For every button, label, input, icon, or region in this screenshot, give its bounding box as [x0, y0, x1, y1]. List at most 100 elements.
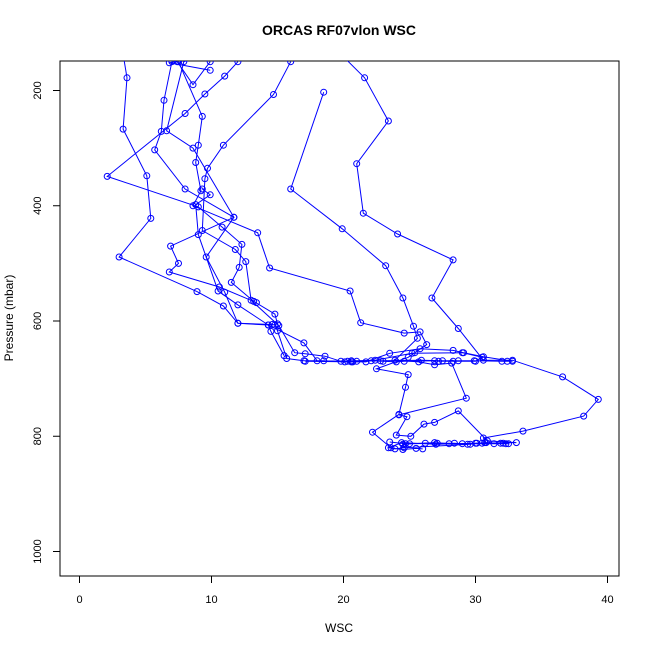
data-point [234, 301, 242, 309]
data-point [373, 365, 380, 373]
y-tick-label: 600 [32, 312, 44, 330]
data-point [266, 264, 274, 272]
data-point [505, 440, 512, 448]
data-point [503, 357, 511, 365]
data-point [399, 446, 407, 453]
y-tick-label: 800 [32, 427, 44, 445]
plot-area [103, 27, 602, 453]
data-point [194, 203, 202, 211]
data-point [454, 357, 462, 365]
data-point [287, 61, 295, 66]
data-point [201, 175, 209, 183]
y-tick-label: 1000 [32, 539, 44, 563]
data-point [407, 432, 415, 440]
data-point [449, 346, 457, 354]
data-point [218, 223, 226, 231]
data-point [181, 185, 189, 193]
series-line [154, 61, 285, 356]
series-line [118, 61, 484, 363]
x-tick-label: 20 [337, 594, 349, 606]
data-point [157, 127, 165, 135]
data-point [234, 319, 242, 327]
data-point [357, 319, 365, 327]
data-point [252, 299, 260, 307]
x-axis: 0 10 20 30 40 [76, 575, 614, 606]
series-2 [151, 61, 288, 360]
data-point [198, 185, 206, 193]
data-point [287, 185, 295, 193]
data-point [194, 141, 202, 149]
chart-title: ORCAS RF07vlon WSC [262, 22, 416, 38]
data-point [313, 357, 321, 365]
data-point [479, 356, 487, 364]
x-tick-label: 10 [205, 594, 217, 606]
data-point [512, 439, 520, 447]
data-point [399, 294, 407, 302]
data-point [399, 440, 407, 448]
data-point [291, 349, 299, 357]
data-point [320, 88, 328, 96]
data-point [337, 357, 345, 365]
data-point [227, 278, 235, 286]
data-point [103, 172, 111, 180]
data-point [206, 61, 214, 66]
data-point [116, 27, 122, 33]
data-point [165, 268, 173, 276]
series-5 [198, 61, 516, 366]
data-point [189, 144, 197, 152]
data-point [502, 440, 510, 448]
data-point [206, 191, 214, 199]
data-point [413, 334, 421, 342]
data-point [167, 242, 175, 250]
series-line [166, 61, 257, 304]
data-point [403, 413, 411, 421]
data-point [198, 112, 206, 120]
data-point [454, 407, 462, 415]
data-point [160, 96, 168, 104]
data-point [466, 440, 474, 448]
data-point [246, 41, 252, 47]
data-point [147, 214, 155, 222]
data-point [349, 358, 357, 366]
data-point [151, 146, 159, 154]
data-point [201, 90, 209, 98]
data-point [119, 125, 127, 133]
data-point [242, 258, 250, 266]
data-point [406, 440, 413, 448]
series-8 [163, 41, 260, 307]
x-tick-label: 0 [76, 594, 82, 606]
data-point [594, 395, 602, 403]
data-point [264, 321, 272, 329]
data-point [431, 439, 439, 447]
data-point [180, 61, 188, 66]
data-point [206, 66, 214, 74]
data-point [416, 345, 424, 353]
x-tick-label: 40 [601, 594, 613, 606]
data-point [181, 110, 189, 117]
data-point [433, 439, 441, 447]
data-point [347, 357, 355, 365]
data-point [371, 356, 379, 364]
data-point [386, 349, 394, 357]
data-point [415, 358, 423, 366]
data-point [395, 411, 403, 419]
data-point [420, 420, 428, 428]
data-point [580, 412, 588, 420]
data-point [377, 357, 384, 365]
data-point [402, 383, 409, 391]
data-point [483, 437, 491, 445]
data-point [301, 350, 309, 358]
x-axis-label: WSC [325, 621, 353, 635]
data-point [238, 240, 246, 248]
data-point [432, 440, 440, 448]
data-point [219, 141, 227, 149]
data-point [423, 341, 431, 349]
data-point [274, 327, 281, 335]
data-point [392, 431, 400, 439]
y-tick-label: 200 [32, 81, 44, 99]
data-point [359, 209, 367, 217]
data-point [270, 91, 277, 98]
data-point [202, 253, 210, 261]
data-point [431, 418, 439, 426]
data-point [193, 288, 201, 296]
